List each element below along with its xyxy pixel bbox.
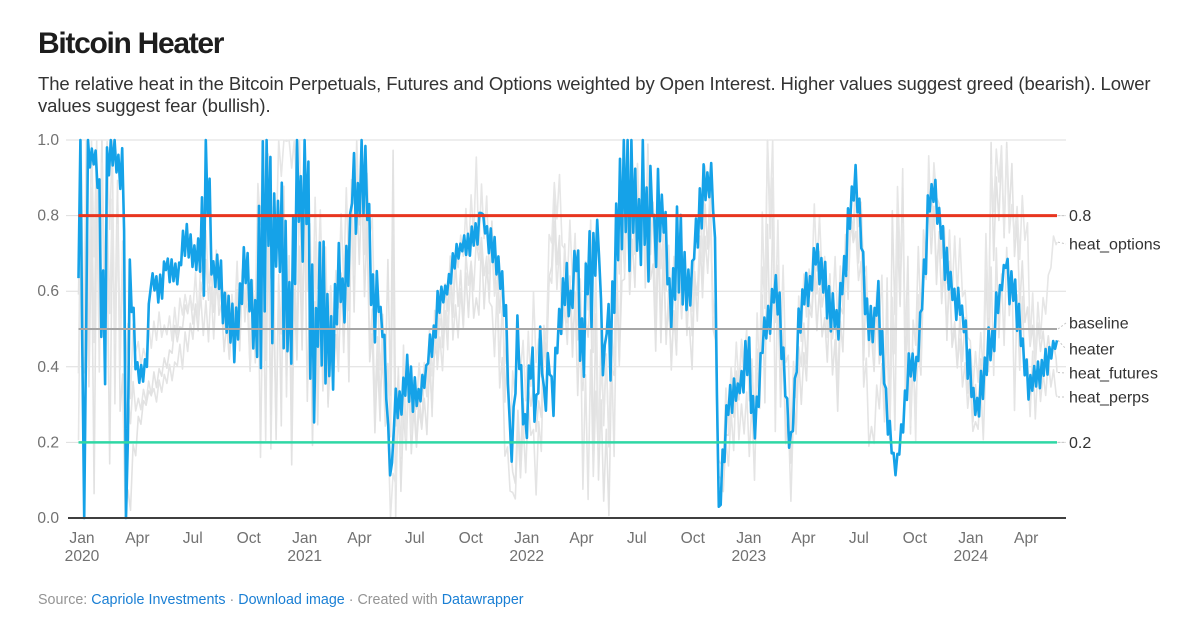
svg-text:1.0: 1.0 <box>37 132 59 149</box>
svg-text:Oct: Oct <box>459 530 484 547</box>
svg-text:Jan: Jan <box>292 530 317 547</box>
svg-text:2020: 2020 <box>65 548 100 565</box>
svg-text:0.6: 0.6 <box>37 283 59 300</box>
svg-text:0.0: 0.0 <box>37 510 59 527</box>
svg-text:0.4: 0.4 <box>37 359 59 376</box>
svg-text:2021: 2021 <box>287 548 322 565</box>
svg-text:Jul: Jul <box>627 530 647 547</box>
svg-text:heat_futures: heat_futures <box>1069 366 1158 383</box>
svg-text:2023: 2023 <box>731 548 766 565</box>
svg-text:baseline: baseline <box>1069 316 1129 333</box>
svg-text:0.2: 0.2 <box>37 434 59 451</box>
svg-text:0.2: 0.2 <box>1069 435 1091 452</box>
svg-text:Apr: Apr <box>347 530 371 547</box>
svg-text:2022: 2022 <box>509 548 544 565</box>
svg-text:Apr: Apr <box>569 530 593 547</box>
svg-text:Jul: Jul <box>849 530 869 547</box>
svg-text:0.8: 0.8 <box>1069 208 1091 225</box>
svg-text:heater: heater <box>1069 342 1115 359</box>
svg-text:Jan: Jan <box>69 530 94 547</box>
svg-text:2024: 2024 <box>953 548 988 565</box>
svg-text:Apr: Apr <box>791 530 815 547</box>
svg-text:Jul: Jul <box>183 530 203 547</box>
svg-text:0.8: 0.8 <box>37 208 59 225</box>
svg-text:heat_perps: heat_perps <box>1069 390 1149 407</box>
svg-text:Jul: Jul <box>405 530 425 547</box>
svg-text:Jan: Jan <box>514 530 539 547</box>
svg-text:heat_options: heat_options <box>1069 237 1161 254</box>
svg-text:Oct: Oct <box>681 530 706 547</box>
svg-text:Apr: Apr <box>1014 530 1038 547</box>
svg-text:Apr: Apr <box>125 530 149 547</box>
svg-text:Oct: Oct <box>903 530 928 547</box>
svg-text:Jan: Jan <box>736 530 761 547</box>
svg-text:Jan: Jan <box>958 530 983 547</box>
svg-text:Oct: Oct <box>237 530 262 547</box>
